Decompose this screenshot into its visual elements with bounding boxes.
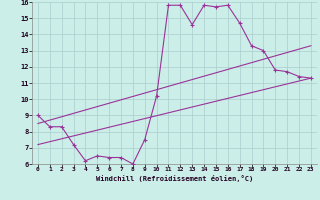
X-axis label: Windchill (Refroidissement éolien,°C): Windchill (Refroidissement éolien,°C) xyxy=(96,175,253,182)
